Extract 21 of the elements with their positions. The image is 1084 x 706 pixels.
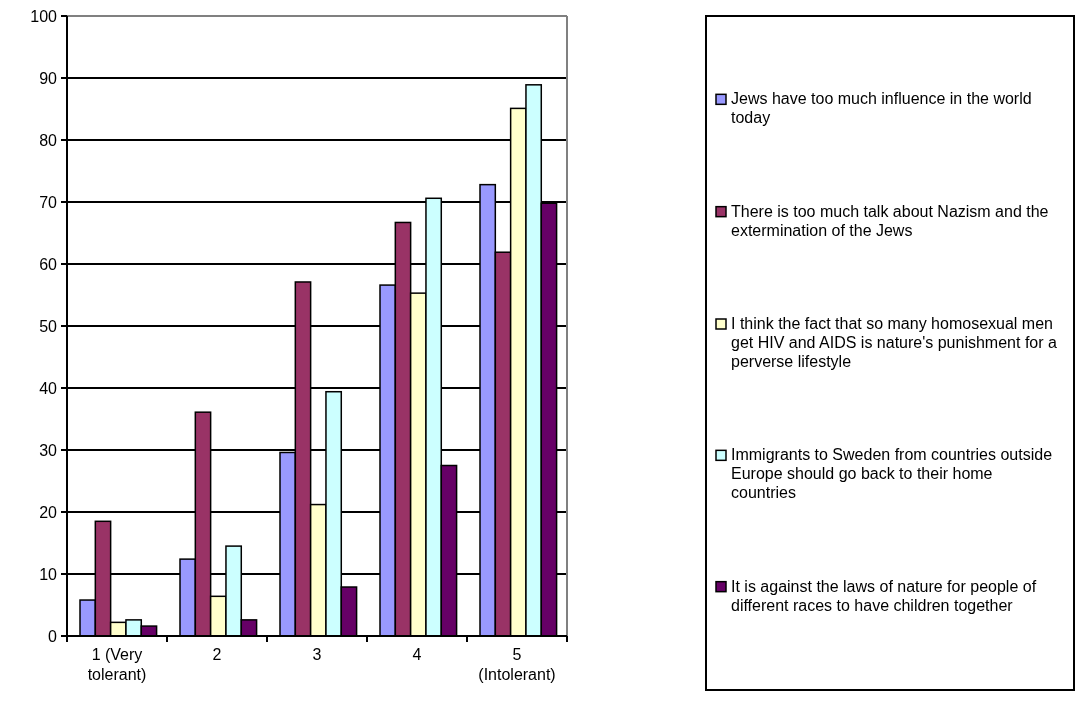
- y-tick-label: 30: [39, 441, 58, 459]
- y-tick-label: 60: [39, 255, 58, 273]
- legend-label: Immigrants to Sweden from countries outside Europe should go back to their home countries: [731, 446, 1053, 502]
- y-tick-label: 40: [39, 379, 58, 397]
- y-tick-label: 10: [39, 565, 58, 583]
- legend-label: Jews have too much influence in the world today: [731, 90, 1032, 127]
- x-tick-label: 1 (Very tolerant): [87, 646, 147, 683]
- y-tick-label: 0: [48, 627, 58, 645]
- x-tick-label: 2: [212, 646, 222, 663]
- y-tick-label: 20: [39, 503, 58, 521]
- x-tick-label: 3: [312, 646, 322, 663]
- y-tick-label: 50: [39, 317, 58, 335]
- y-tick-label: 70: [39, 193, 58, 211]
- legend-label: I think the fact that so many homosexual men get HIV and AIDS is nature's punishment for a perverse lifestyle: [731, 315, 1057, 370]
- x-tick-label: 5 (Intolerant): [478, 646, 556, 683]
- x-tick-label: 4: [412, 646, 422, 663]
- legend-label: It is against the laws of nature for people of different races to have children together: [731, 577, 1037, 614]
- y-tick-label: 100: [30, 7, 58, 25]
- y-tick-label: 90: [39, 69, 58, 87]
- legend-label: There is too much talk about Nazism and the extermination of the Jews: [731, 202, 1049, 239]
- y-tick-label: 80: [39, 131, 58, 149]
